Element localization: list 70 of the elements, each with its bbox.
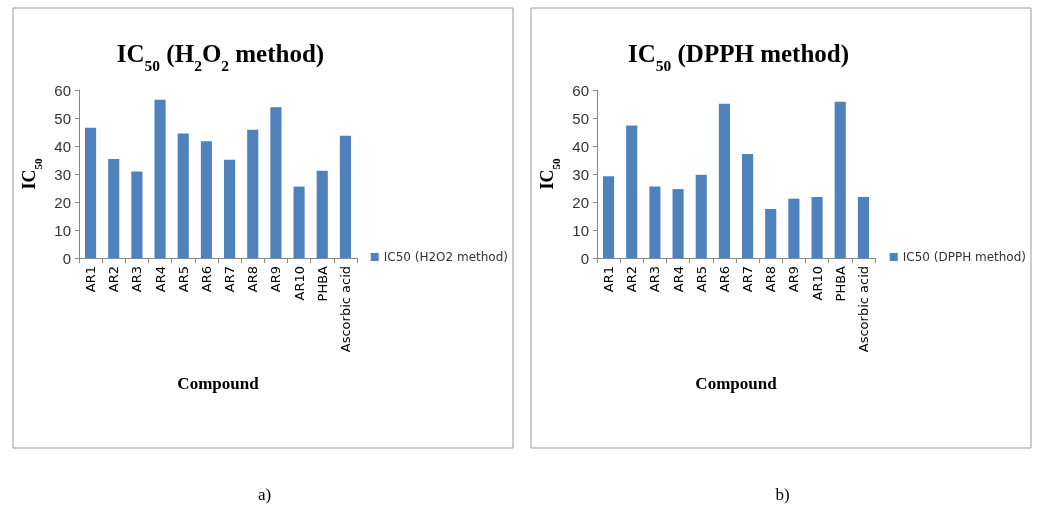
bar <box>718 103 730 258</box>
x-axis-title: Compound <box>695 373 778 393</box>
bar <box>788 198 800 258</box>
y-tick-label: 40 <box>572 137 589 155</box>
bar <box>765 209 777 258</box>
x-tick-label: AR10 <box>291 266 307 301</box>
y-tick-label: 50 <box>54 109 71 127</box>
y-axis-title: IC50 <box>19 158 44 190</box>
y-tick-label: 30 <box>572 165 589 183</box>
x-tick-label: AR1 <box>601 266 617 293</box>
y-tick-label: 30 <box>54 165 71 183</box>
y-tick-label: 20 <box>572 193 589 211</box>
x-tick-label: AR6 <box>716 266 732 293</box>
x-tick-label: AR6 <box>198 266 214 293</box>
bar <box>834 101 846 258</box>
text: b) <box>775 485 790 504</box>
x-tick-label: AR5 <box>693 266 709 293</box>
x-tick-label: AR4 <box>152 266 168 293</box>
x-tick-label: PHBA <box>314 265 330 302</box>
x-tick-label: AR10 <box>809 266 825 301</box>
bar <box>154 99 166 258</box>
text: a) <box>257 485 272 504</box>
bar <box>270 107 282 258</box>
y-tick-label: 40 <box>54 137 71 155</box>
x-tick-label: AR7 <box>222 266 238 293</box>
x-tick-label: AR3 <box>129 266 145 293</box>
y-tick-label: 10 <box>54 221 71 239</box>
x-axis-title: Compound <box>177 373 260 393</box>
bar <box>811 196 823 258</box>
x-tick-label: AR3 <box>647 266 663 293</box>
y-tick-label: 50 <box>572 109 589 127</box>
legend-label: IC50 (DPPH method) <box>902 250 1027 264</box>
y-axis-title: IC50 <box>537 158 562 190</box>
bar <box>626 125 638 258</box>
bar <box>200 141 212 258</box>
y-tick-label: 0 <box>62 249 71 267</box>
x-tick-label: AR2 <box>106 266 122 293</box>
bar <box>85 127 97 258</box>
bar <box>603 176 615 258</box>
bar <box>857 196 869 258</box>
x-tick-label: AR8 <box>763 266 779 293</box>
bar <box>316 170 328 258</box>
x-tick-label: AR8 <box>245 266 261 293</box>
y-tick-label: 60 <box>572 81 589 99</box>
bar <box>131 171 143 258</box>
y-tick-label: 20 <box>54 193 71 211</box>
legend-label: IC50 (H2O2 method) <box>383 250 509 264</box>
y-tick-label: 10 <box>572 221 589 239</box>
x-tick-label: AR5 <box>175 266 191 293</box>
x-tick-label: AR9 <box>268 266 284 293</box>
x-tick-label: AR7 <box>740 266 756 293</box>
x-tick-label: AR9 <box>786 266 802 293</box>
bar <box>108 158 120 258</box>
x-tick-label: AR1 <box>83 266 99 293</box>
x-tick-label: Ascorbic acid <box>855 266 871 353</box>
bar <box>293 186 305 258</box>
x-tick-label: AR4 <box>670 266 686 293</box>
bar <box>247 129 259 258</box>
bar <box>339 135 351 258</box>
x-tick-label: AR2 <box>624 266 640 293</box>
y-tick-label: 0 <box>580 249 589 267</box>
bar <box>177 133 189 258</box>
bar <box>224 159 236 258</box>
y-tick-label: 60 <box>54 81 71 99</box>
bar <box>649 186 661 258</box>
bar <box>695 174 707 258</box>
x-tick-label: PHBA <box>832 265 848 302</box>
bar <box>672 189 684 258</box>
x-tick-label: Ascorbic acid <box>337 266 353 353</box>
bar <box>742 154 754 258</box>
